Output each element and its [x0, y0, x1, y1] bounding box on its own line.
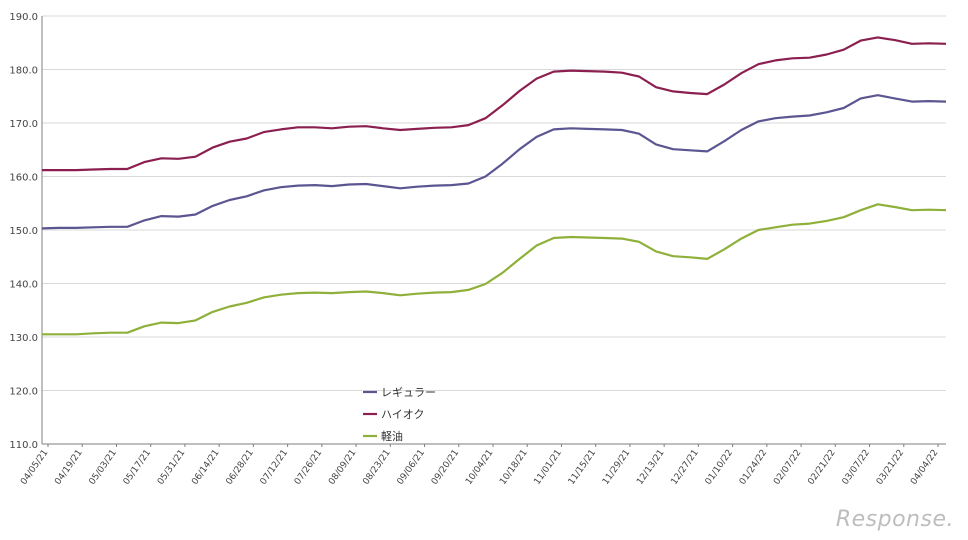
x-axis: 04/05/21 04/19/21 05/03/21 05/17/21 05/31/21… [19, 444, 940, 487]
x-tick-label: 09/20/21 [430, 448, 461, 487]
x-tick-label: 12/27/21 [669, 448, 700, 487]
x-tick-label: 05/31/21 [156, 448, 187, 487]
x-tick-label: 06/14/21 [190, 448, 221, 487]
x-tick-label: 11/15/21 [567, 448, 598, 487]
y-tick-label: 150.0 [9, 226, 38, 237]
x-tick-label: 02/07/22 [772, 448, 803, 487]
x-tick-label: 07/26/21 [293, 448, 324, 487]
y-tick-label: 130.0 [9, 333, 38, 344]
series-line-3 [42, 203, 947, 336]
x-tick-label: 03/07/22 [841, 448, 872, 487]
y-tick-label: 140.0 [9, 280, 38, 291]
series-line-2 [42, 36, 947, 172]
logo-text: Response. [835, 507, 954, 532]
y-tick-label: 180.0 [9, 66, 38, 77]
x-tick-label: 02/21/22 [806, 448, 837, 487]
x-tick-label: 04/19/21 [53, 448, 84, 487]
x-tick-label: 11/01/21 [533, 448, 564, 487]
x-tick-label: 05/17/21 [122, 448, 153, 487]
y-axis: 110.0 120.0 130.0 140.0 150.0 160.0 170.0 180.0… [9, 12, 43, 451]
legend-label: ハイオク [381, 408, 425, 421]
x-tick-label: 03/21/22 [875, 448, 906, 487]
x-tick-label: 10/18/21 [498, 448, 529, 487]
y-tick-label: 120.0 [9, 387, 38, 398]
x-tick-label: 01/24/22 [738, 448, 769, 487]
x-tick-label: 08/23/21 [361, 448, 392, 487]
y-tick-label: 190.0 [9, 12, 38, 23]
series-lines [41, 36, 947, 336]
y-tick-label: 170.0 [9, 119, 38, 130]
x-tick-label: 01/10/22 [704, 448, 735, 487]
x-tick-label: 09/06/21 [396, 448, 427, 487]
legend-label: レギュラー [381, 386, 436, 399]
response-logo: Response. [836, 507, 954, 532]
x-tick-label: 05/03/21 [88, 448, 119, 487]
gridlines [42, 15, 946, 445]
x-tick-label: 07/12/21 [259, 448, 290, 487]
x-tick-label: 04/04/22 [909, 448, 940, 487]
x-tick-label: 10/04/21 [464, 448, 495, 487]
y-tick-label: 160.0 [9, 173, 38, 184]
legend-label: 軽油 [381, 429, 403, 443]
series-line-1 [41, 94, 947, 230]
x-tick-label: 06/28/21 [224, 448, 255, 487]
x-tick-label: 12/13/21 [635, 448, 666, 487]
x-tick-label: 08/09/21 [327, 448, 358, 487]
x-tick-label: 04/05/21 [19, 448, 50, 487]
y-tick-label: 110.0 [9, 440, 38, 451]
x-tick-label: 11/29/21 [601, 448, 632, 487]
